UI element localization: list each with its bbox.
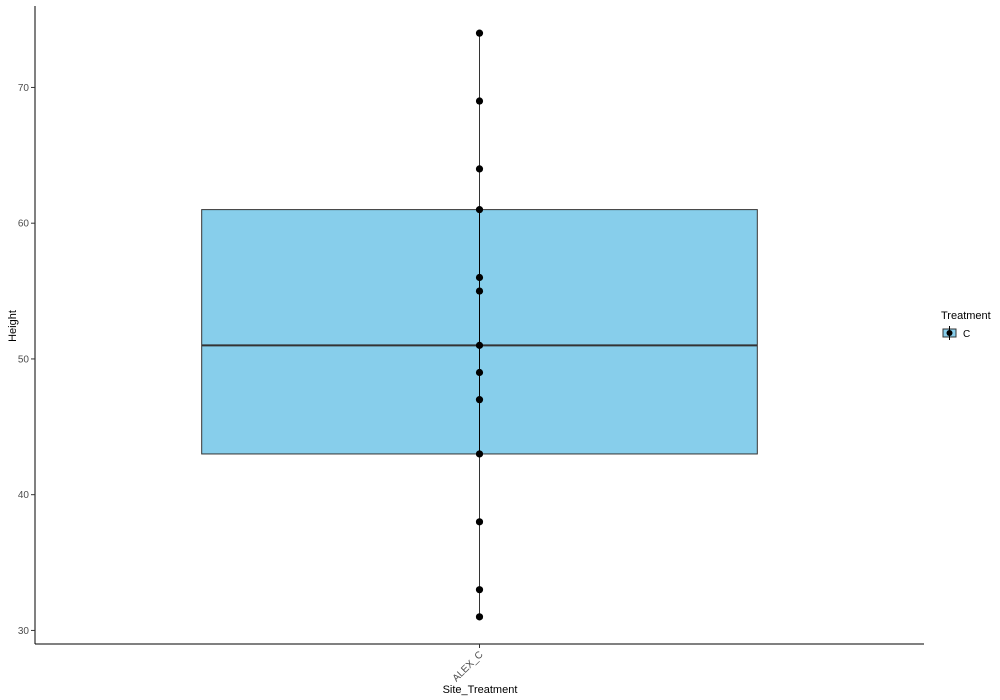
data-point [475, 165, 484, 173]
x-tick-label: ALEX_C [451, 649, 486, 684]
data-point [475, 29, 484, 37]
data-point [475, 341, 484, 349]
y-tick-label: 70 [18, 83, 30, 94]
legend-items: C [942, 326, 970, 340]
box-series [201, 29, 758, 621]
y-tick-label: 30 [18, 626, 30, 637]
data-point [475, 368, 484, 377]
data-point [475, 97, 484, 105]
y-tick-label: 60 [18, 219, 30, 230]
legend-point [946, 330, 953, 336]
data-point [475, 613, 484, 621]
data-point [475, 396, 484, 404]
y-axis-ticks: 30 40 50 60 70 [18, 83, 35, 637]
legend-title: Treatment [941, 310, 991, 322]
y-tick-label: 50 [18, 354, 30, 365]
legend-key [942, 326, 957, 340]
y-axis-title: Height [7, 310, 19, 342]
data-point [475, 273, 484, 282]
y-tick-label: 40 [18, 490, 30, 501]
legend: Treatment C [941, 310, 991, 340]
data-point [475, 518, 484, 526]
data-point [475, 206, 484, 214]
box-group [201, 29, 758, 621]
plot-area: 30 40 50 60 70 ALEX_C [18, 6, 924, 684]
data-point [475, 287, 484, 295]
data-point [475, 450, 484, 458]
data-point [475, 586, 484, 594]
x-axis-title: Site_Treatment [443, 684, 518, 696]
x-axis-ticks: ALEX_C [451, 644, 486, 684]
legend-item-label: C [963, 329, 970, 340]
